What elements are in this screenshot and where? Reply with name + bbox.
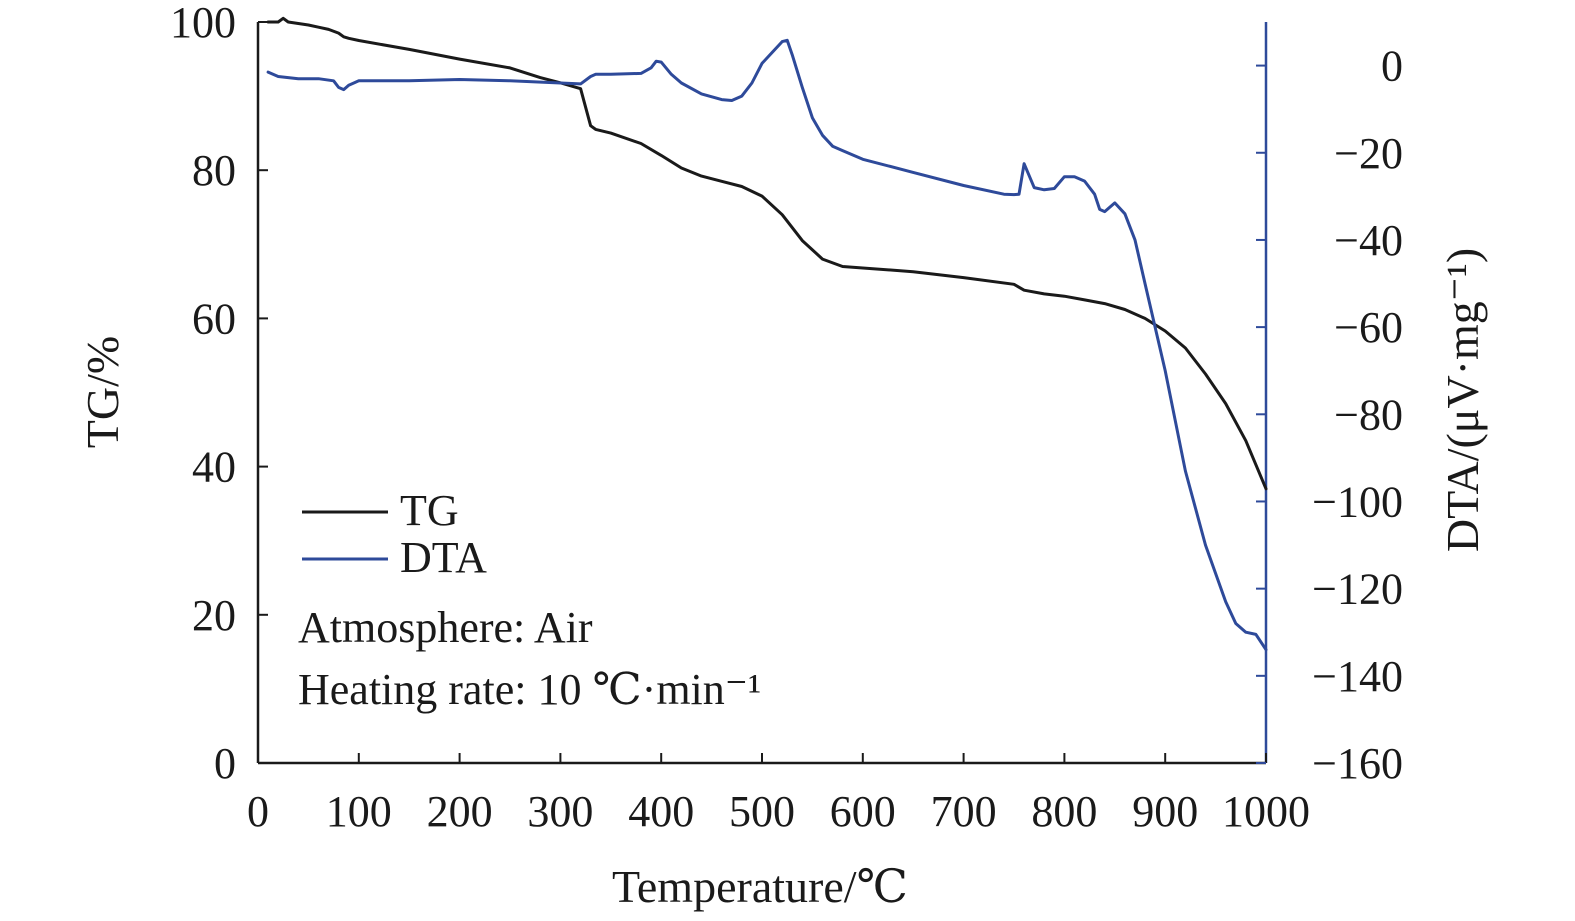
x-tick-label: 800 [1031, 787, 1097, 836]
legend: TG DTA [302, 486, 487, 582]
y-right-tick-label: −120 [1312, 565, 1403, 614]
x-axis-title: Temperature/℃ [612, 861, 908, 912]
x-tick-label: 1000 [1222, 787, 1310, 836]
x-tick-label: 200 [427, 787, 493, 836]
x-tick-label: 700 [931, 787, 997, 836]
x-tick-label: 600 [830, 787, 896, 836]
annotation-heating-rate: Heating rate: 10 ℃·min⁻¹ [298, 665, 761, 714]
y-left-tick-label: 60 [192, 294, 236, 343]
y-left-tick-label: 20 [192, 591, 236, 640]
y-right-tick-label: −80 [1334, 390, 1403, 439]
x-tick-label: 0 [247, 787, 269, 836]
series-layer [266, 16, 1268, 652]
y-right-tick-label: −40 [1334, 216, 1403, 265]
y-right-tick-label: −100 [1312, 477, 1403, 526]
y-right-tick-label: 0 [1381, 42, 1403, 91]
series-line-dta [266, 38, 1268, 652]
x-tick-label: 900 [1132, 787, 1198, 836]
x-tick-label: 400 [628, 787, 694, 836]
y-left-tick-label: 100 [170, 0, 236, 47]
y-right-tick-label: −20 [1334, 129, 1403, 178]
y-right-tick-label: −60 [1334, 303, 1403, 352]
series-line-tg [266, 16, 1268, 491]
y-right-axis-title: DTA/(μV·mg⁻¹) [1437, 248, 1488, 552]
x-tick-label: 500 [729, 787, 795, 836]
y-left-tick-label: 80 [192, 146, 236, 195]
y-right-tick-label: −140 [1312, 652, 1403, 701]
y-left-tick-label: 0 [214, 739, 236, 788]
y-left-axis-title: TG/% [77, 336, 128, 448]
x-axis-ticks: 0 100 200 300 400 500 600 700 800 900 1000 [247, 753, 1310, 836]
y-right-axis-ticks: 0 −20 −40 −60 −80 −100 −120 −140 −160 [1256, 42, 1403, 788]
legend-label-dta: DTA [400, 533, 487, 582]
legend-label-tg: TG [400, 486, 459, 535]
annotation-atmosphere: Atmosphere: Air [298, 603, 593, 652]
x-tick-label: 300 [527, 787, 593, 836]
y-left-axis-ticks: 0 20 40 60 80 100 [170, 0, 268, 788]
y-right-tick-label: −160 [1312, 739, 1403, 788]
y-left-tick-label: 40 [192, 443, 236, 492]
x-tick-label: 100 [326, 787, 392, 836]
